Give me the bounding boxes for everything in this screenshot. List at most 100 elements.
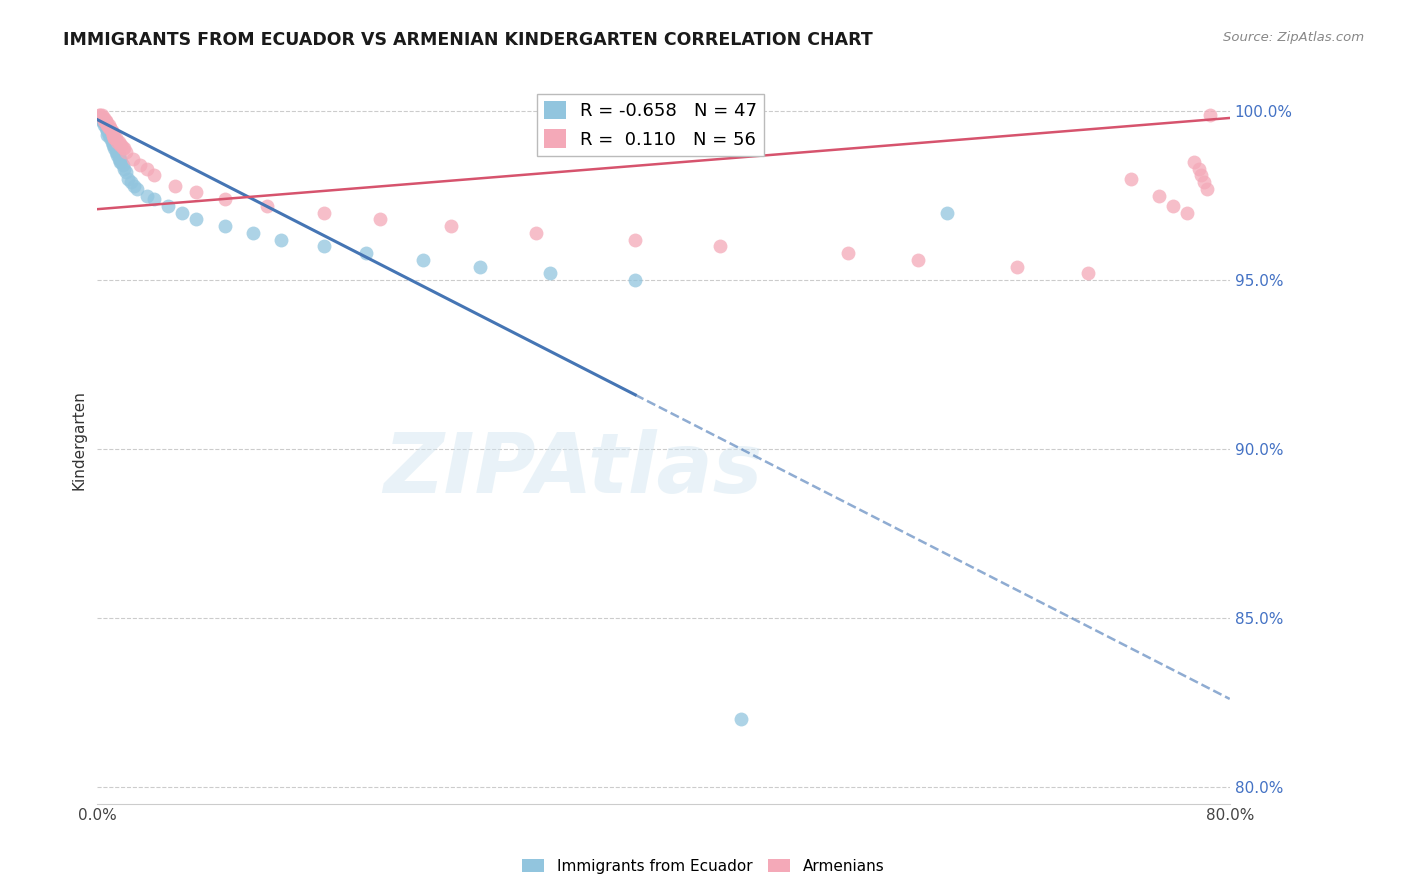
Point <box>624 273 647 287</box>
Point <box>107 152 129 166</box>
Point <box>1007 260 1029 274</box>
Point <box>94 114 117 128</box>
Point <box>256 199 278 213</box>
Point <box>172 205 194 219</box>
Point <box>96 118 118 132</box>
Point <box>98 121 121 136</box>
Point <box>1182 154 1205 169</box>
Point <box>624 233 647 247</box>
Point <box>101 138 124 153</box>
Point <box>87 107 110 121</box>
Text: Source: ZipAtlas.com: Source: ZipAtlas.com <box>1223 31 1364 45</box>
Point <box>730 712 752 726</box>
Point <box>90 107 112 121</box>
Point <box>524 226 547 240</box>
Point <box>107 135 129 149</box>
Point <box>89 107 111 121</box>
Point <box>90 114 112 128</box>
Point <box>1161 199 1184 213</box>
Point <box>107 148 129 162</box>
Point <box>94 114 117 128</box>
Point <box>143 192 166 206</box>
Point <box>110 154 132 169</box>
Point <box>97 128 120 142</box>
Point <box>111 141 134 155</box>
Point <box>100 131 122 145</box>
Point <box>1199 107 1222 121</box>
Point <box>100 124 122 138</box>
Point <box>100 124 122 138</box>
Point <box>98 131 121 145</box>
Point <box>103 138 125 153</box>
Point <box>121 152 143 166</box>
Point <box>114 165 136 179</box>
Point <box>101 135 124 149</box>
Point <box>214 192 236 206</box>
Point <box>1119 171 1142 186</box>
Point <box>135 188 157 202</box>
Point <box>468 260 491 274</box>
Point <box>1194 175 1216 189</box>
Point <box>214 219 236 233</box>
Point <box>89 111 111 125</box>
Point <box>114 145 136 159</box>
Point <box>143 169 166 183</box>
Point <box>94 121 117 136</box>
Point <box>370 212 392 227</box>
Legend: Immigrants from Ecuador, Armenians: Immigrants from Ecuador, Armenians <box>516 853 890 880</box>
Point <box>111 158 134 172</box>
Point <box>96 128 118 142</box>
Point <box>103 131 125 145</box>
Text: IMMIGRANTS FROM ECUADOR VS ARMENIAN KINDERGARTEN CORRELATION CHART: IMMIGRANTS FROM ECUADOR VS ARMENIAN KIND… <box>63 31 873 49</box>
Point <box>186 212 208 227</box>
Point <box>100 135 122 149</box>
Point <box>112 161 135 176</box>
Point <box>98 121 121 136</box>
Point <box>1197 182 1219 196</box>
Point <box>105 135 128 149</box>
Point <box>108 154 131 169</box>
Point <box>935 205 957 219</box>
Point <box>242 226 264 240</box>
Point <box>120 175 142 189</box>
Point <box>117 171 139 186</box>
Point <box>97 118 120 132</box>
Point <box>96 124 118 138</box>
Point <box>112 141 135 155</box>
Point <box>312 239 335 253</box>
Point <box>122 178 145 193</box>
Legend: R = -0.658   N = 47, R =  0.110   N = 56: R = -0.658 N = 47, R = 0.110 N = 56 <box>537 94 765 156</box>
Y-axis label: Kindergarten: Kindergarten <box>72 391 86 491</box>
Point <box>108 138 131 153</box>
Point <box>104 131 127 145</box>
Point <box>91 111 114 125</box>
Point <box>135 161 157 176</box>
Point <box>93 111 115 125</box>
Point <box>128 158 150 172</box>
Point <box>103 141 125 155</box>
Point <box>101 128 124 142</box>
Point <box>270 233 292 247</box>
Point <box>1187 161 1209 176</box>
Point <box>907 252 929 267</box>
Text: ZIPAtlas: ZIPAtlas <box>384 429 762 510</box>
Point <box>97 121 120 136</box>
Point <box>440 219 463 233</box>
Point <box>538 266 561 280</box>
Point <box>312 205 335 219</box>
Point <box>110 138 132 153</box>
Point <box>101 128 124 142</box>
Point <box>93 114 115 128</box>
Point <box>104 145 127 159</box>
Point <box>157 199 180 213</box>
Point <box>93 118 115 132</box>
Point <box>91 114 114 128</box>
Point <box>1175 205 1198 219</box>
Point <box>1077 266 1099 280</box>
Point <box>709 239 731 253</box>
Point <box>104 141 127 155</box>
Point <box>105 148 128 162</box>
Point <box>96 118 118 132</box>
Point <box>125 182 148 196</box>
Point <box>1189 169 1212 183</box>
